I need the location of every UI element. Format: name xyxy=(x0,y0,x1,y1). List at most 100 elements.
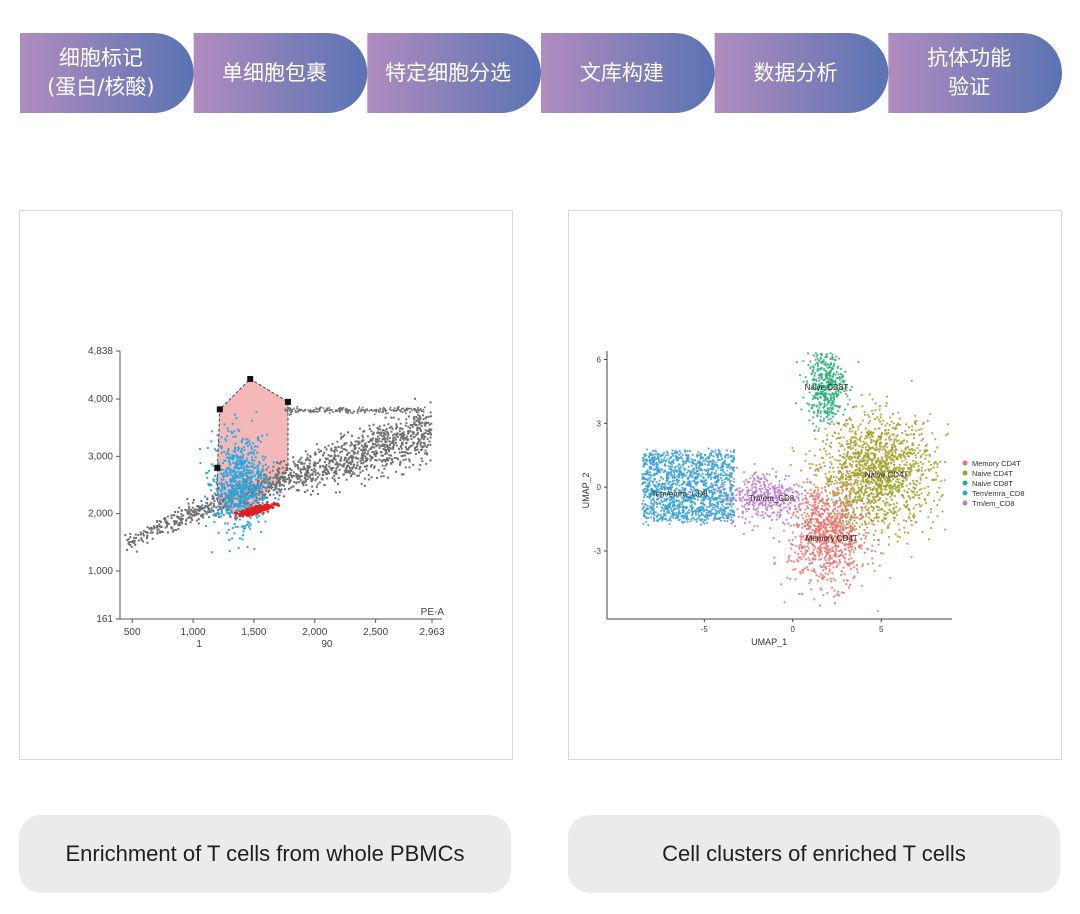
blue-point xyxy=(233,413,236,416)
blue-point xyxy=(257,436,260,439)
y-tick-label: 161 xyxy=(96,614,113,625)
gray-point xyxy=(321,478,324,481)
umap-point xyxy=(854,436,858,439)
umap-point xyxy=(854,448,857,451)
umap-point xyxy=(836,491,839,494)
gray-point xyxy=(389,406,392,409)
umap-point xyxy=(810,521,813,524)
gray-point xyxy=(425,422,428,425)
gray-point xyxy=(367,450,370,453)
umap-point xyxy=(848,542,851,546)
gray-point xyxy=(417,427,420,430)
gate-vertex[interactable] xyxy=(216,406,223,413)
gray-point xyxy=(215,497,218,500)
blue-point xyxy=(245,487,248,490)
umap-point xyxy=(849,583,852,586)
umap-point xyxy=(861,468,864,471)
gray-point xyxy=(385,440,388,443)
gray-point xyxy=(412,463,415,466)
umap-point xyxy=(940,495,943,498)
umap-point xyxy=(917,503,921,506)
blue-point xyxy=(253,475,256,478)
umap-point xyxy=(916,446,919,450)
umap-point xyxy=(889,576,892,580)
gray-point xyxy=(151,537,154,540)
gray-point xyxy=(393,451,396,454)
umap-point xyxy=(902,452,905,455)
blue-point xyxy=(255,411,258,414)
umap-point xyxy=(900,483,903,486)
umap-point xyxy=(811,558,815,561)
umap-point xyxy=(845,534,848,537)
umap-point xyxy=(863,413,866,416)
umap-point xyxy=(860,393,863,397)
gray-point xyxy=(375,440,378,443)
umap-point xyxy=(833,504,836,507)
umap-point xyxy=(842,579,845,582)
umap-point xyxy=(895,502,899,505)
umap-point xyxy=(871,557,874,560)
umap-point xyxy=(828,554,831,557)
gate-vertex[interactable] xyxy=(247,375,254,382)
blue-point xyxy=(248,486,251,489)
umap-point xyxy=(922,421,925,424)
gate-vertex[interactable] xyxy=(284,398,291,405)
umap-point xyxy=(809,517,812,521)
gray-point xyxy=(309,493,312,496)
blue-point xyxy=(225,495,228,498)
umap-point xyxy=(910,428,914,431)
umap-point xyxy=(861,509,864,512)
umap-point xyxy=(845,509,848,512)
gray-point xyxy=(364,442,367,445)
umap-point xyxy=(905,506,908,509)
gray-point xyxy=(409,430,412,433)
umap-point xyxy=(856,479,859,483)
gray-point xyxy=(292,485,295,488)
umap-point xyxy=(847,564,850,567)
umap-point xyxy=(885,442,888,445)
gray-point xyxy=(379,444,382,447)
blue-point xyxy=(235,474,238,477)
umap-point xyxy=(778,513,782,516)
umap-point xyxy=(829,534,832,537)
blue-point xyxy=(237,505,240,508)
gate-vertex[interactable] xyxy=(214,464,221,471)
blue-point xyxy=(231,422,234,425)
gray-point xyxy=(380,440,383,443)
umap-point xyxy=(887,535,891,539)
umap-point xyxy=(815,513,818,516)
gray-point xyxy=(135,536,138,539)
blue-point xyxy=(226,484,229,487)
gray-point xyxy=(282,460,285,463)
umap-point xyxy=(864,505,868,508)
gray-point xyxy=(380,454,383,457)
umap-point xyxy=(929,463,933,467)
umap-point xyxy=(886,422,889,425)
umap-point xyxy=(815,521,818,524)
umap-point xyxy=(929,412,932,416)
umap-point xyxy=(854,546,857,549)
umap-point xyxy=(911,459,915,462)
gray-point xyxy=(418,419,421,422)
gray-point xyxy=(333,474,336,477)
blue-point xyxy=(251,459,254,462)
gray-point xyxy=(340,456,343,459)
umap-point xyxy=(809,541,812,545)
umap-point xyxy=(850,514,853,517)
umap-point xyxy=(883,521,886,524)
umap-point xyxy=(905,440,909,443)
umap-point xyxy=(836,506,839,509)
x-axis-label: PE-A xyxy=(421,607,445,618)
umap-point xyxy=(850,474,853,477)
gray-point xyxy=(277,470,280,473)
umap-point xyxy=(889,416,892,419)
blue-point xyxy=(238,518,241,521)
blue-point xyxy=(210,489,213,492)
gray-point xyxy=(304,480,307,483)
gray-point xyxy=(332,411,334,413)
gray-point xyxy=(379,408,382,411)
umap-point xyxy=(813,532,817,535)
red-point xyxy=(271,506,274,509)
umap-point xyxy=(842,489,845,492)
gray-point xyxy=(215,506,218,509)
